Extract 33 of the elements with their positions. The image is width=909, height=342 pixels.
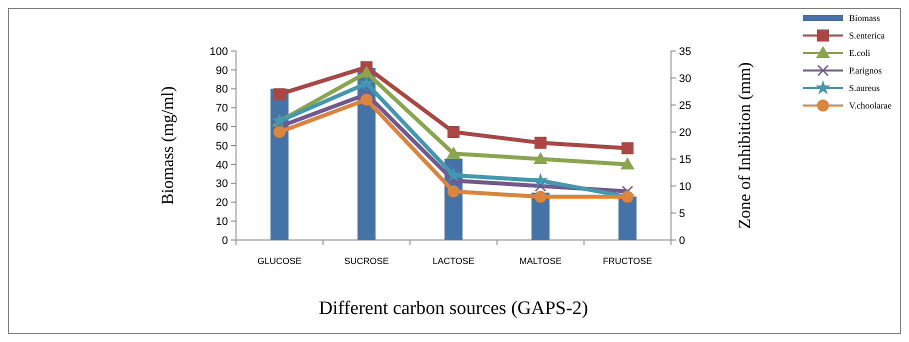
y2-tick-label: 25 [679, 100, 692, 112]
y-tick-label: 80 [216, 84, 228, 96]
y-tick-label: 70 [216, 102, 228, 115]
x-tick-label: FRUCTOSE [602, 256, 652, 266]
y-tick-label: 20 [216, 197, 228, 210]
y2-tick-label: 5 [679, 208, 686, 220]
y-tick-label: 50 [216, 140, 228, 152]
y-axis-title: Biomass (mg/ml) [158, 86, 177, 205]
y-tick-label: 40 [216, 159, 228, 172]
legend-label: P.arignos [849, 66, 882, 76]
legend-label: S.aureus [849, 83, 880, 94]
y-tick-label: 0 [222, 234, 228, 247]
x-tick-label: SUCROSE [344, 256, 389, 266]
x-axis-title: Different carbon sources (GAPS-2) [318, 298, 588, 319]
y-tick-label: 10 [216, 216, 228, 228]
y-tick-label: 90 [216, 64, 228, 77]
y-tick-label: 60 [216, 121, 228, 134]
x-tick-label: MALTOSE [519, 256, 562, 266]
y2-tick-label: 15 [679, 154, 692, 166]
y2-axis-title: Zone of Inhibition (mm) [735, 62, 754, 229]
y-tick-label: 100 [210, 46, 228, 58]
y2-tick-label: 10 [679, 180, 692, 193]
x-tick-label: LACTOSE [432, 256, 474, 266]
legend-label: Biomass [849, 13, 880, 24]
y-tick-label: 30 [216, 178, 228, 190]
legend-label: E.coli [849, 48, 871, 58]
y2-tick-label: 20 [679, 126, 692, 139]
legend-label: S.enterica [849, 30, 885, 41]
legend-label: V.choolarae [849, 100, 892, 111]
y2-tick-label: 35 [679, 46, 692, 58]
x-tick-label: GLUCOSE [257, 256, 302, 266]
y2-tick-label: 0 [679, 234, 686, 247]
y2-tick-label: 30 [679, 72, 692, 85]
